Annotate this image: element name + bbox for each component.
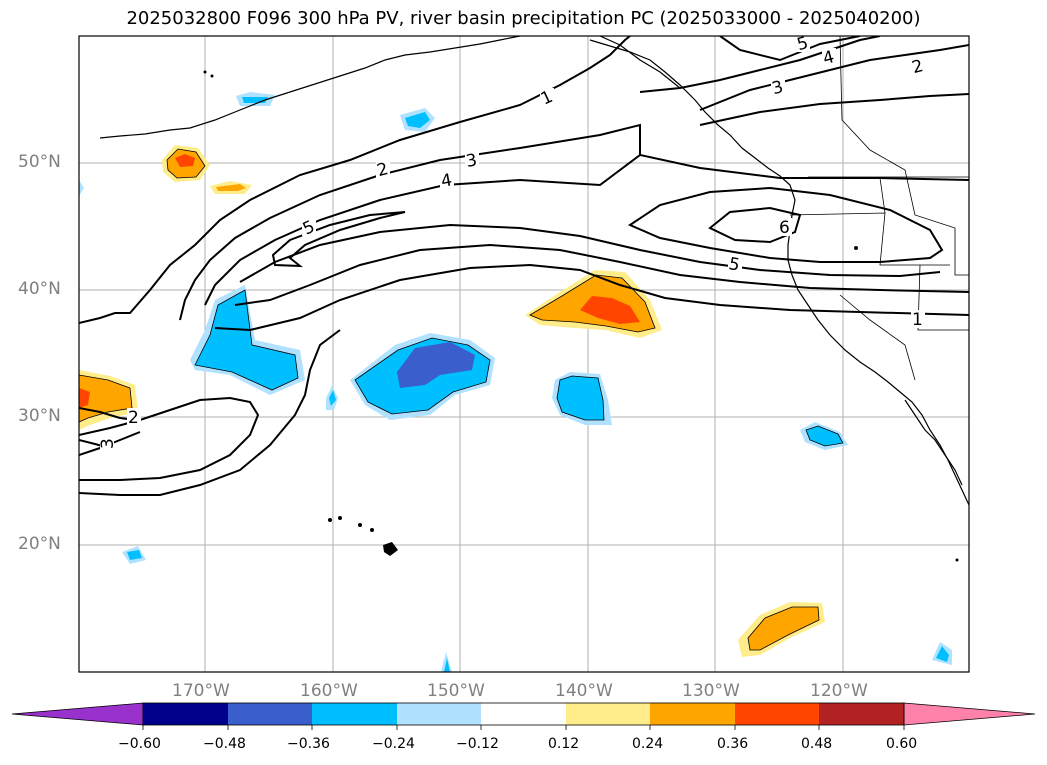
positive-anomaly-patch: [175, 154, 195, 167]
lon-label: 140°W: [555, 681, 613, 701]
colorbar-label: 0.24: [632, 736, 664, 752]
contour-label: 2: [375, 159, 391, 181]
lon-label: 160°W: [300, 681, 358, 701]
contour-label: 3: [770, 77, 786, 99]
negative-anomaly-patch: [405, 112, 430, 128]
contour-label: 4: [440, 170, 454, 192]
colorbar-label: 0.48: [801, 736, 833, 752]
colorbar-segment: [735, 703, 819, 725]
colorbar-segment: [312, 703, 397, 725]
contour-label: 3: [465, 150, 479, 172]
negative-anomaly-patch: [936, 646, 949, 662]
lat-label: 50°N: [18, 152, 61, 172]
negative-anomaly-patch: [557, 376, 604, 420]
contour-label: 5: [795, 33, 811, 55]
colorbar-label: −0.60: [118, 736, 161, 752]
map-area: [79, 36, 969, 672]
colorbar: [11, 702, 1036, 730]
lat-label: 40°N: [18, 279, 61, 299]
pv-contours: [79, 36, 969, 496]
contour-labels: 1 2 3 4 5 5 4 3 2 1 2 3 5 6: [98, 33, 926, 449]
colorbar-label: 0.36: [717, 736, 749, 752]
contour-label-bg: [100, 36, 925, 452]
colorbar-extend-high: [903, 702, 1036, 726]
chart-title: 2025032800 F096 300 hPa PV, river basin …: [126, 8, 921, 29]
colorbar-label: 0.60: [886, 736, 918, 752]
colorbar-segment: [819, 703, 904, 725]
negative-anomaly-patch: [806, 426, 843, 446]
islands: [203, 70, 959, 562]
lon-label: 150°W: [427, 681, 485, 701]
anomaly-outlines: [79, 148, 844, 651]
negative-anomaly-patch: [397, 342, 475, 388]
positive-anomaly-patch: [580, 296, 640, 324]
colorbar-segment: [566, 703, 650, 725]
negative-anomaly-patch: [195, 290, 298, 390]
contour-label: 4: [821, 47, 837, 69]
positive-anomaly-patch: [79, 388, 90, 408]
colorbar-label: −0.24: [372, 736, 415, 752]
map-frame: [78, 35, 970, 673]
negative-anomaly-patch: [329, 390, 336, 406]
contour-label: 2: [910, 56, 926, 78]
contour-label: 6: [779, 218, 790, 238]
colorbar-label: −0.12: [456, 736, 499, 752]
colorbar-segment: [143, 703, 228, 725]
lat-label: 20°N: [18, 534, 61, 554]
lon-label: 170°W: [172, 681, 230, 701]
colorbar-segment: [481, 703, 566, 725]
lon-label: 120°W: [810, 681, 868, 701]
colorbar-label: 0.12: [548, 736, 580, 752]
negative-anomaly-patch: [79, 180, 84, 196]
negative-anomaly-patch: [444, 658, 450, 672]
colorbar-segment: [397, 703, 481, 725]
contour-label: 2: [128, 408, 139, 428]
contour-label: 5: [727, 254, 741, 276]
lat-label: 30°N: [18, 406, 61, 426]
colorbar-extend-low: [11, 702, 144, 726]
contour-label: 1: [912, 310, 923, 330]
colorbar-segment: [650, 703, 735, 725]
lon-label: 130°W: [682, 681, 740, 701]
positive-anomaly-patch: [216, 184, 246, 191]
negative-anomaly-patch: [127, 550, 142, 560]
colorbar-label: −0.48: [203, 736, 246, 752]
coastlines: [99, 36, 969, 506]
gridlines: [79, 36, 969, 672]
contour-label: 3: [98, 438, 118, 449]
colorbar-segment: [228, 703, 312, 725]
colorbar-label: −0.36: [287, 736, 330, 752]
